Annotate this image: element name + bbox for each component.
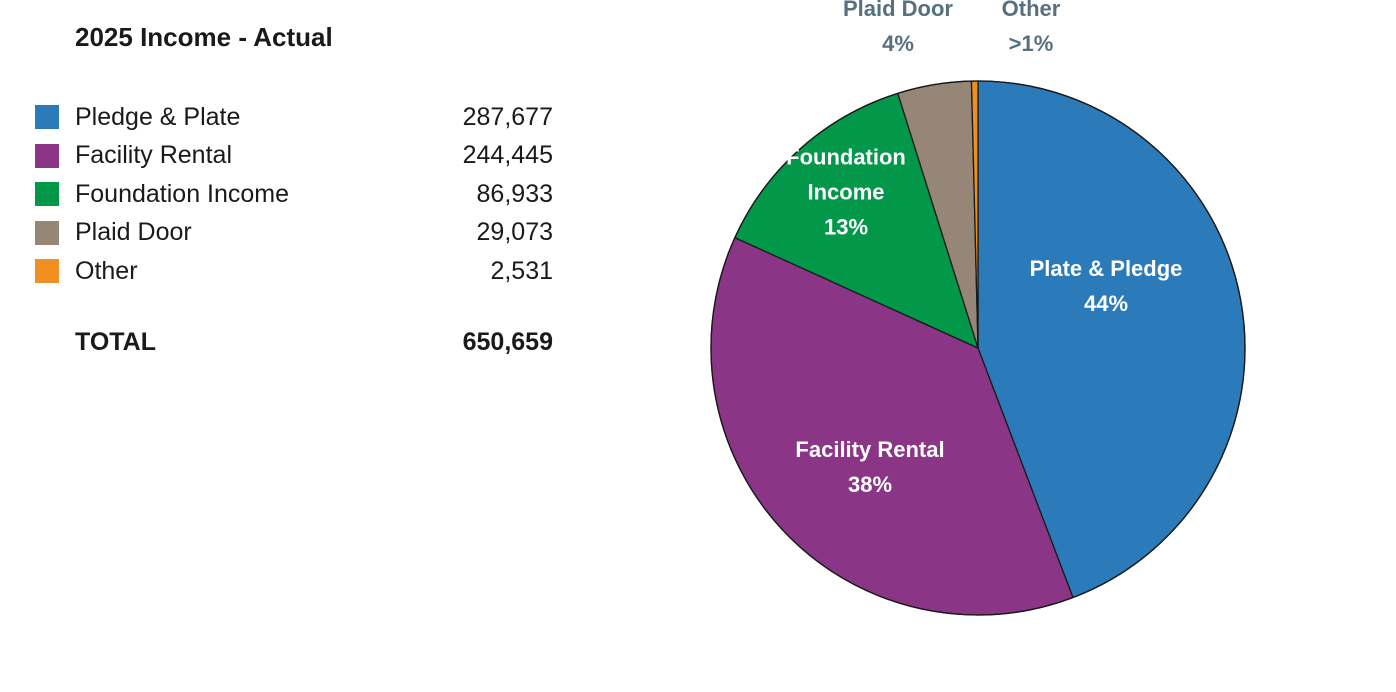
slice-label-other: Other >1%: [1002, 0, 1061, 56]
slice-name-label: Other: [1002, 0, 1061, 21]
slice-label-plaid-door: Plaid Door 4%: [843, 0, 953, 56]
legend-label: Foundation Income: [75, 179, 290, 208]
legend-label: Plaid Door: [75, 218, 192, 247]
legend-label: Pledge & Plate: [75, 102, 241, 131]
legend-value: 244,445: [462, 141, 553, 170]
slice-label-plate-pledge: Plate & Pledge 44%: [1030, 256, 1183, 316]
slice-percent-label: 13%: [824, 215, 868, 240]
legend-item-pledge-plate: Pledge & Plate 287,677: [35, 98, 555, 137]
slice-percent-label: >1%: [1009, 31, 1054, 56]
slice-label-facility-rental: Facility Rental 38%: [795, 437, 944, 497]
legend-swatch: [35, 182, 59, 207]
legend-value: 86,933: [476, 179, 553, 208]
legend-item-foundation-income: Foundation Income 86,933: [35, 175, 555, 214]
chart-title: 2025 Income - Actual: [75, 22, 333, 52]
slice-percent-label: 4%: [882, 31, 914, 56]
legend-value: 2,531: [490, 256, 553, 285]
slice-percent-label: 44%: [1084, 291, 1128, 316]
slice-name-label: Facility Rental: [795, 437, 944, 462]
legend-value: 287,677: [462, 102, 553, 131]
slice-name-label: Foundation: [786, 145, 906, 170]
legend-swatch: [35, 259, 59, 284]
legend-value: 29,073: [476, 218, 553, 247]
slice-percent-label: 38%: [848, 472, 892, 497]
pie-outline: [710, 80, 1246, 616]
slice-name-label: Plaid Door: [843, 0, 953, 21]
slice-name-label: Income: [807, 180, 884, 205]
legend: Pledge & Plate 287,677 Facility Rental 2…: [35, 98, 555, 291]
legend-swatch: [35, 220, 59, 245]
legend-item-other: Other 2,531: [35, 252, 555, 291]
legend-label: Facility Rental: [75, 141, 232, 170]
legend-swatch: [35, 143, 59, 168]
total-label: TOTAL: [75, 328, 157, 356]
slice-label-foundation-income: Foundation Income 13%: [786, 145, 906, 240]
legend-label: Other: [75, 256, 138, 285]
total-value: 650,659: [462, 328, 553, 356]
legend-swatch: [35, 105, 59, 130]
legend-item-facility-rental: Facility Rental 244,445: [35, 137, 555, 176]
legend-item-plaid-door: Plaid Door 29,073: [35, 214, 555, 253]
total-row: TOTAL 650,659: [35, 328, 555, 366]
slice-name-label: Plate & Pledge: [1030, 256, 1183, 281]
